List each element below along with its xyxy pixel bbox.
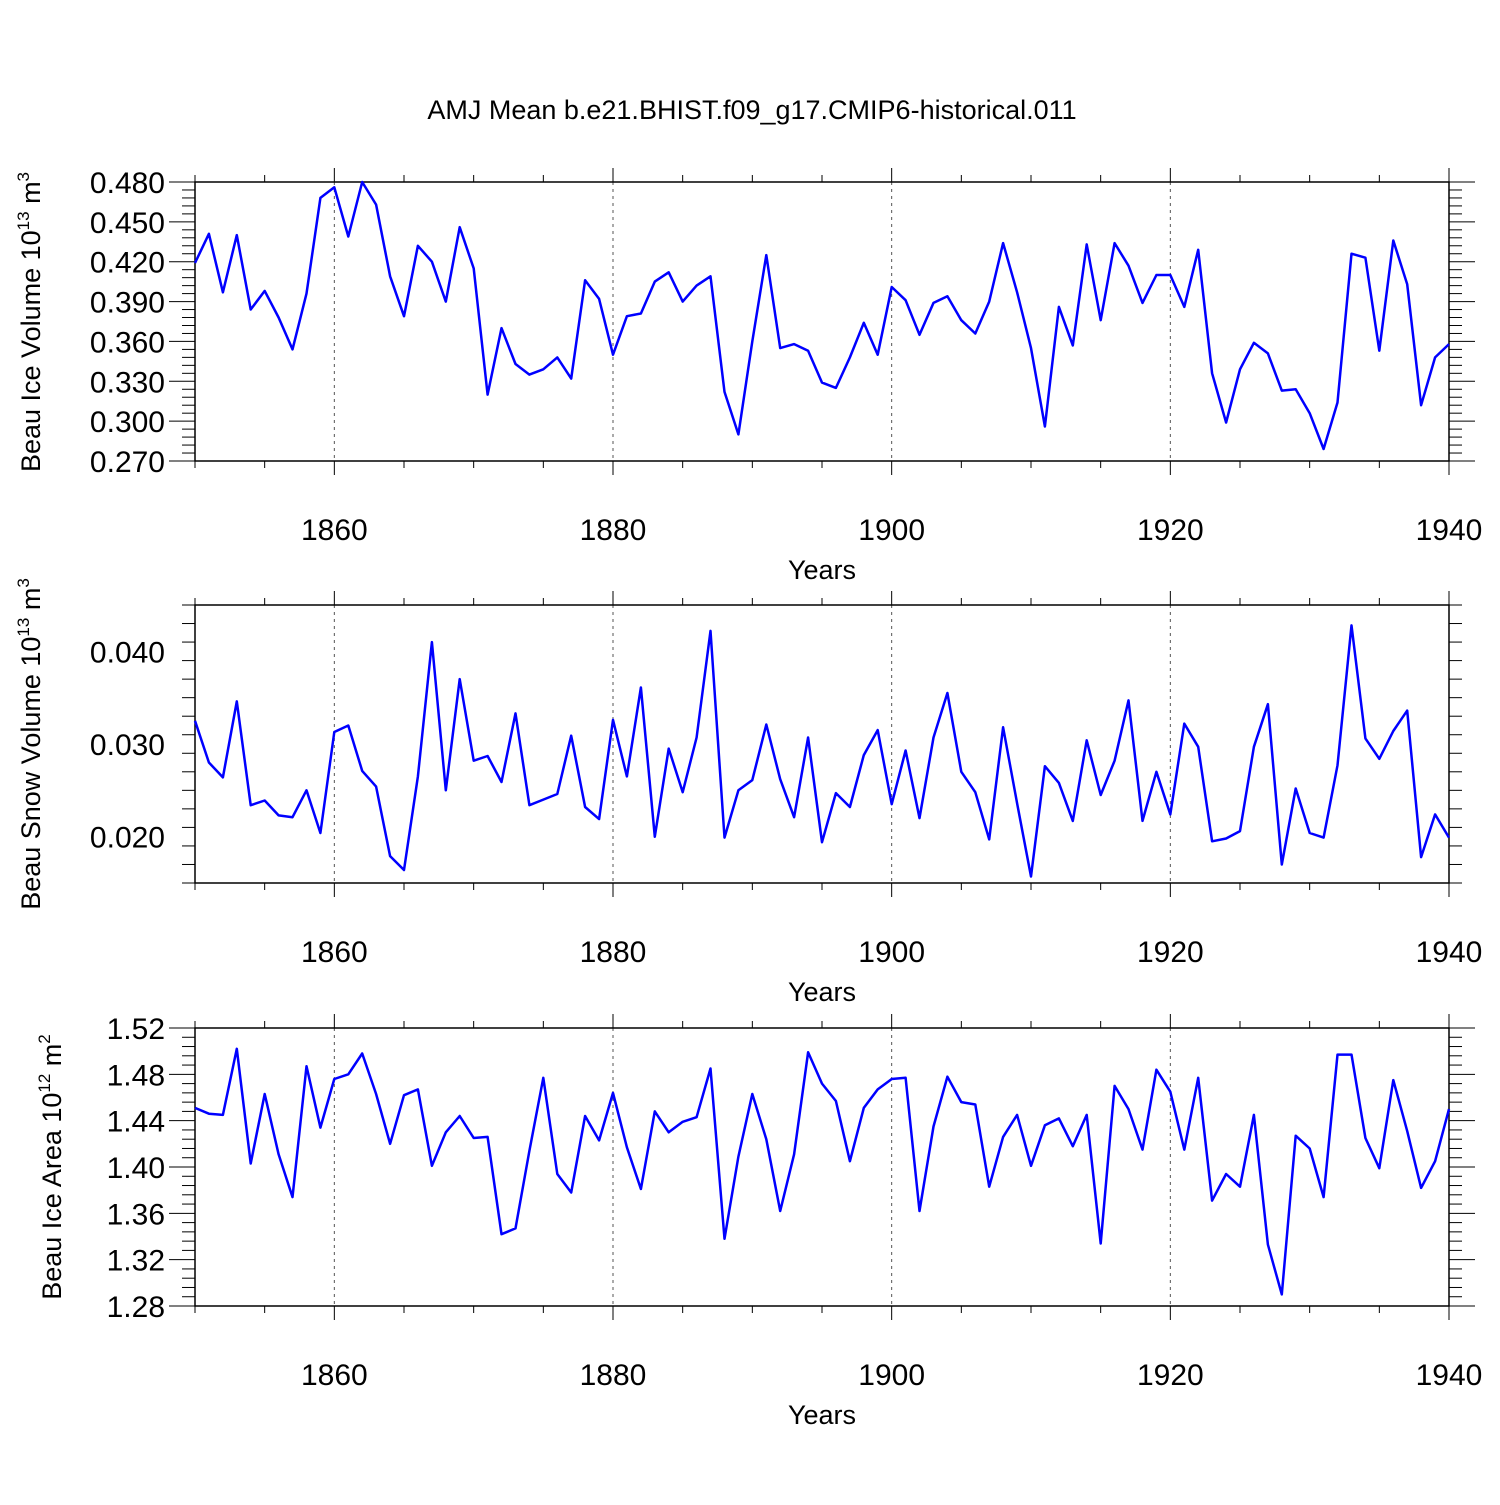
ice-volume-series-line bbox=[193, 180, 1450, 451]
ice-area-y-tick-label: 1.32 bbox=[107, 1245, 165, 1278]
snow-volume-y-axis-title: Beau Snow Volume 1013 m3 bbox=[14, 578, 46, 910]
ice-area-y-tick-label: 1.48 bbox=[107, 1059, 165, 1092]
ice-area-x-tick-label: 1900 bbox=[858, 1359, 925, 1392]
ice-area-x-axis-title: Years bbox=[788, 1400, 856, 1430]
ice-area-x-tick-label: 1920 bbox=[1137, 1359, 1204, 1392]
ice-volume-x-tick-label: 1880 bbox=[580, 514, 647, 547]
ice-volume-plot-frame bbox=[194, 181, 1450, 462]
ice-volume-x-tick-label: 1860 bbox=[301, 514, 368, 547]
ice-volume-y-tick-label: 0.390 bbox=[90, 287, 165, 320]
ice-volume-x-tick-label: 1900 bbox=[858, 514, 925, 547]
snow-volume-y-axis-title-part: m bbox=[16, 588, 46, 618]
snow-volume-y-tick-label: 0.020 bbox=[90, 822, 165, 855]
panel-snow-volume: 1860 1880 1900 1920 1940 0.020 0.030 0.040 Years… bbox=[14, 578, 1482, 1007]
ice-area-y-tick-label: 1.52 bbox=[107, 1013, 165, 1046]
snow-volume-y-axis-title-part: Beau Snow Volume 10 bbox=[16, 637, 46, 910]
ice-volume-y-tick-label: 0.420 bbox=[90, 247, 165, 280]
ice-volume-x-tick-label: 1920 bbox=[1137, 514, 1204, 547]
snow-volume-y-axis-title-part: 13 bbox=[14, 618, 33, 637]
snow-volume-x-tick-label: 1880 bbox=[580, 936, 647, 969]
snow-volume-y-tick-label: 0.040 bbox=[90, 636, 165, 669]
ice-area-y-axis-title-part: 12 bbox=[35, 1074, 54, 1093]
ice-volume-y-tick-label: 0.360 bbox=[90, 326, 165, 359]
snow-volume-y-axis-title-part: 3 bbox=[14, 578, 33, 587]
ice-area-x-tick-label: 1860 bbox=[301, 1359, 368, 1392]
snow-volume-x-tick-label: 1900 bbox=[858, 936, 925, 969]
ice-area-y-axis-title-part: m bbox=[37, 1044, 67, 1074]
ice-area-plot-frame bbox=[194, 1027, 1450, 1307]
ice-area-y-axis-title: Beau Ice Area 1012 m2 bbox=[35, 1034, 67, 1300]
snow-volume-x-tick-label: 1940 bbox=[1416, 936, 1483, 969]
ice-area-x-tick-label: 1940 bbox=[1416, 1359, 1483, 1392]
ice-volume-y-tick-label: 0.480 bbox=[90, 167, 165, 200]
ice-area-y-tick-label: 1.40 bbox=[107, 1152, 165, 1185]
snow-volume-series-line bbox=[193, 624, 1451, 878]
snow-volume-x-axis-title: Years bbox=[788, 977, 856, 1007]
ice-volume-y-axis-title-part: 3 bbox=[14, 172, 33, 181]
ice-volume-y-tick-label: 0.270 bbox=[90, 446, 165, 479]
ice-area-y-tick-label: 1.44 bbox=[107, 1106, 165, 1139]
figure-title: AMJ Mean b.e21.BHIST.f09_g17.CMIP6-histo… bbox=[427, 95, 1076, 125]
snow-volume-y-tick-label: 0.030 bbox=[90, 729, 165, 762]
ice-area-y-tick-label: 1.36 bbox=[107, 1198, 165, 1231]
ice-volume-y-tick-label: 0.330 bbox=[90, 366, 165, 399]
ice-area-y-axis-title-part: 2 bbox=[35, 1034, 54, 1043]
ice-volume-y-tick-label: 0.300 bbox=[90, 406, 165, 439]
ice-volume-y-tick-label: 0.450 bbox=[90, 207, 165, 240]
snow-volume-x-tick-label: 1860 bbox=[301, 936, 368, 969]
ice-area-y-tick-label: 1.28 bbox=[107, 1291, 165, 1324]
ice-volume-x-axis-title: Years bbox=[788, 555, 856, 585]
snow-volume-x-tick-label: 1920 bbox=[1137, 936, 1204, 969]
ice-area-series-line bbox=[194, 1047, 1451, 1296]
ice-volume-y-axis-title: Beau Ice Volume 1013 m3 bbox=[14, 172, 46, 472]
ice-volume-x-tick-label: 1940 bbox=[1416, 514, 1483, 547]
ice-volume-y-axis-title-part: m bbox=[16, 181, 46, 211]
panel-ice-area: 1860 1880 1900 1920 1940 1.28 1.32 1.36 1.40 1.44… bbox=[35, 1013, 1482, 1430]
ice-area-x-tick-label: 1880 bbox=[580, 1359, 647, 1392]
panel-ice-volume: 1860 1880 1900 1920 1940 0.270 0.300 0.330 0.360… bbox=[14, 167, 1482, 585]
ice-area-y-axis-title-part: Beau Ice Area 10 bbox=[37, 1093, 67, 1300]
ice-volume-y-axis-title-part: 13 bbox=[14, 211, 33, 230]
ice-volume-y-axis-title-part: Beau Ice Volume 10 bbox=[16, 230, 46, 472]
